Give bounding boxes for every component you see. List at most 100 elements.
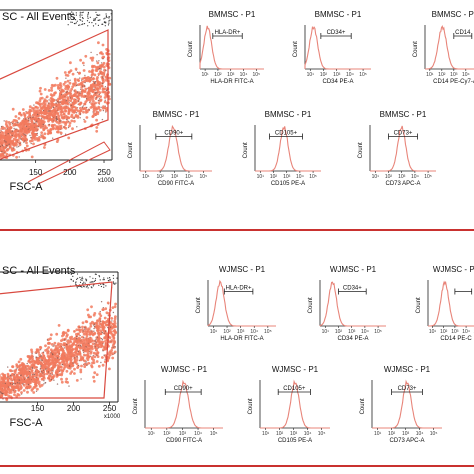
scatter-point bbox=[99, 19, 101, 21]
scatter-point bbox=[95, 97, 97, 99]
scatter-point bbox=[84, 54, 88, 58]
scatter-point bbox=[62, 116, 65, 120]
scatter-point bbox=[13, 390, 17, 393]
scatter-point bbox=[112, 336, 116, 340]
scatter-point bbox=[62, 98, 66, 102]
scatter-point bbox=[91, 65, 94, 69]
scatter-point bbox=[111, 320, 113, 322]
scatter-point bbox=[14, 115, 18, 118]
scatter-point bbox=[91, 281, 93, 283]
scatter-point bbox=[109, 277, 111, 279]
scatter-point bbox=[96, 319, 99, 322]
scatter-point bbox=[103, 286, 105, 288]
scatter-point bbox=[90, 339, 94, 343]
scatter-point bbox=[88, 337, 91, 341]
histogram-curve bbox=[425, 25, 474, 70]
chart-3-top: BMMSC - P1CountCD1410¹10²10³10⁴10⁵CD14 P… bbox=[413, 10, 474, 85]
scatter-point bbox=[20, 391, 23, 394]
scatter-point bbox=[18, 125, 22, 128]
histogram-title: WJMSC - P1 bbox=[161, 365, 208, 374]
scatter-point bbox=[91, 90, 95, 94]
scatter-point bbox=[1, 131, 5, 135]
scatter-point bbox=[54, 345, 58, 348]
histogram-x-tick-label: 10¹ bbox=[262, 431, 270, 437]
scatter-point bbox=[73, 353, 76, 357]
scatter-point bbox=[87, 313, 90, 317]
scatter-point bbox=[26, 355, 30, 358]
scatter-point bbox=[40, 365, 42, 367]
histogram-curve bbox=[304, 25, 371, 70]
scatter-point bbox=[56, 357, 59, 359]
scatter-point bbox=[102, 58, 104, 60]
scatter-point bbox=[99, 14, 101, 16]
scatter-point bbox=[40, 377, 44, 381]
scatter-point bbox=[44, 106, 48, 110]
scatter-point bbox=[28, 366, 31, 369]
scatter-point bbox=[75, 328, 79, 332]
scatter-point bbox=[37, 102, 41, 106]
histogram-x-tick-label: 10² bbox=[214, 72, 222, 78]
scatter-point bbox=[107, 280, 109, 282]
scatter-point bbox=[80, 88, 82, 91]
scatter-point bbox=[83, 23, 86, 25]
scatter-point bbox=[5, 152, 9, 156]
scatter-point bbox=[87, 361, 90, 365]
scatter-point bbox=[115, 282, 117, 284]
scatter-point bbox=[14, 386, 17, 390]
histogram-gate-label: CD105+ bbox=[275, 131, 298, 137]
histogram-x-tick-label: 10⁴ bbox=[462, 329, 470, 335]
histogram-y-label: Count bbox=[128, 142, 134, 158]
scatter-point bbox=[82, 110, 85, 114]
scatter-point bbox=[95, 107, 99, 111]
scatter-point bbox=[24, 140, 26, 142]
scatter-point bbox=[102, 71, 106, 75]
scatter-point bbox=[28, 114, 31, 117]
scatter-point bbox=[42, 360, 46, 364]
scatter-point bbox=[81, 342, 85, 346]
scatter-point bbox=[8, 127, 12, 131]
scatter-point bbox=[54, 104, 58, 107]
histogram-gate-label: CD73+ bbox=[394, 131, 413, 137]
scatter-point bbox=[65, 377, 68, 381]
scatter-point bbox=[54, 358, 57, 362]
scatter-point bbox=[10, 142, 14, 146]
scatter-point bbox=[50, 94, 54, 98]
scatter-point bbox=[112, 277, 115, 279]
scatter-point bbox=[48, 102, 50, 104]
scatter-point bbox=[113, 283, 115, 285]
scatter-point bbox=[34, 361, 37, 365]
scatter-point bbox=[79, 14, 81, 16]
scatter-point bbox=[59, 83, 62, 87]
scatter-point bbox=[52, 111, 56, 114]
histogram-x-tick-label: 10⁴ bbox=[304, 431, 312, 437]
scatter-point bbox=[94, 278, 97, 280]
scatter-point bbox=[98, 67, 101, 70]
scatter-point bbox=[99, 99, 102, 102]
scatter-point bbox=[61, 102, 64, 106]
scatter-point bbox=[109, 331, 112, 335]
scatter-point bbox=[91, 95, 95, 99]
scatter-point bbox=[114, 352, 116, 354]
scatter-point bbox=[53, 379, 55, 381]
scatter-point bbox=[13, 123, 17, 126]
scatter-point bbox=[25, 385, 29, 389]
scatter-point bbox=[48, 99, 50, 101]
scatter-point bbox=[73, 367, 76, 371]
scatter-point bbox=[26, 378, 30, 381]
scatter-point bbox=[83, 118, 85, 121]
scatter-x-tick-label: 150 bbox=[31, 404, 45, 413]
histogram-gate-label: HLA-DR+ bbox=[226, 286, 252, 292]
scatter-point bbox=[61, 120, 65, 124]
scatter-point bbox=[100, 301, 103, 303]
scatter-point bbox=[49, 131, 52, 135]
scatter-point bbox=[101, 308, 105, 311]
scatter-point bbox=[30, 155, 34, 159]
scatter-point bbox=[105, 22, 107, 24]
scatter-point bbox=[105, 285, 107, 287]
scatter-point bbox=[85, 330, 89, 334]
scatter-point bbox=[81, 17, 84, 19]
scatter-point bbox=[83, 353, 86, 357]
scatter-point bbox=[18, 145, 20, 148]
scatter-point bbox=[53, 113, 57, 117]
histogram-x-tick-label: 10² bbox=[385, 174, 393, 180]
